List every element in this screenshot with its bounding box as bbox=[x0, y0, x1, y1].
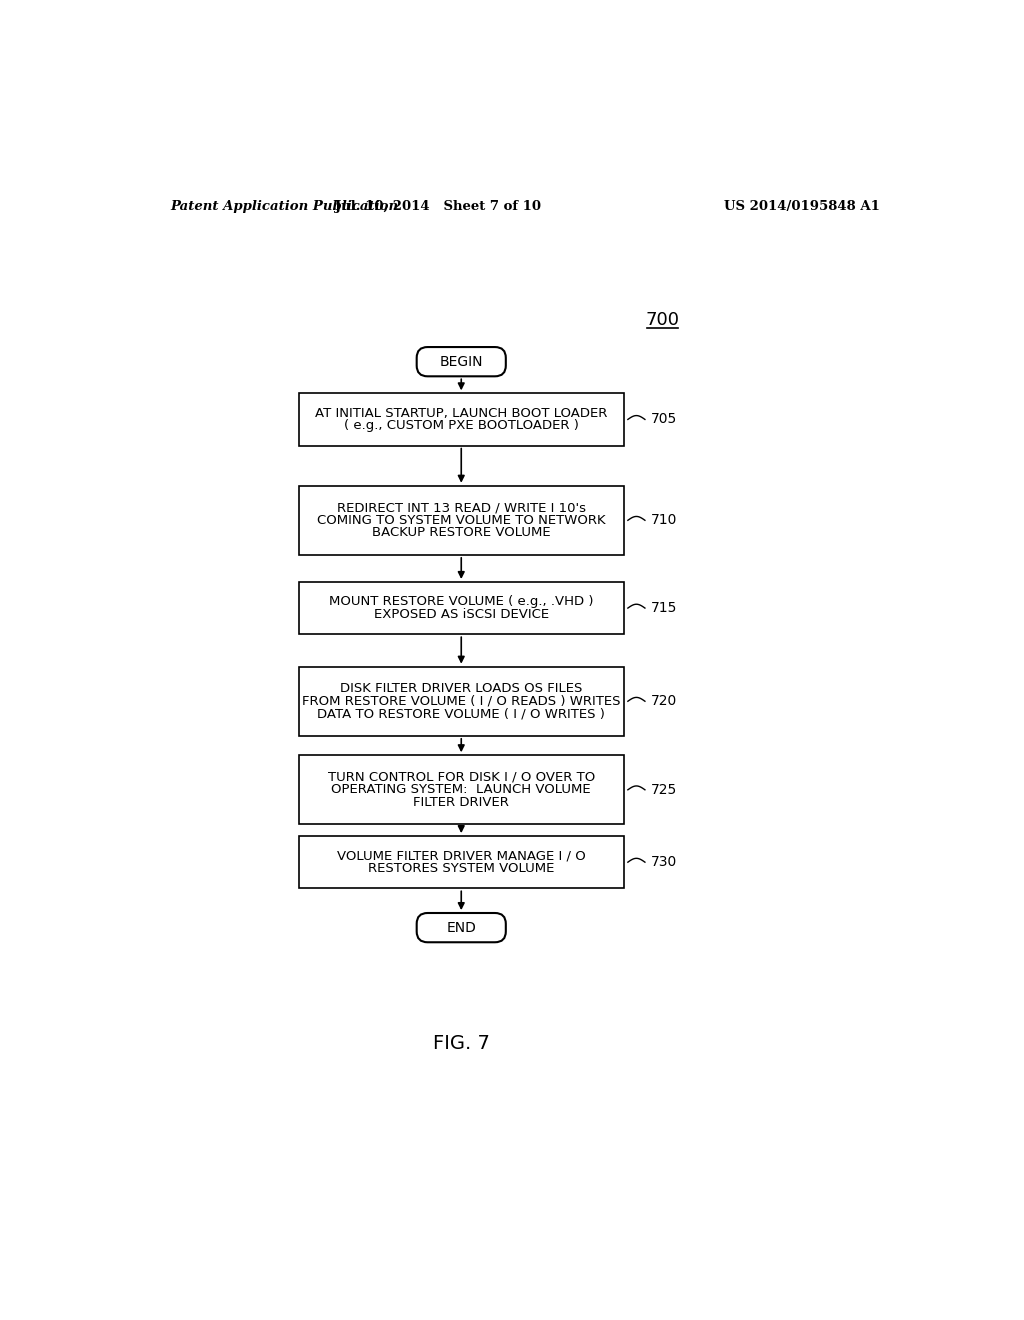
Text: FIG. 7: FIG. 7 bbox=[433, 1035, 489, 1053]
Bar bbox=[299, 667, 624, 737]
Bar bbox=[299, 755, 624, 825]
Text: 725: 725 bbox=[651, 783, 677, 797]
Text: 720: 720 bbox=[651, 694, 677, 709]
Text: 705: 705 bbox=[651, 412, 677, 426]
Text: ( e.g., CUSTOM PXE BOOTLOADER ): ( e.g., CUSTOM PXE BOOTLOADER ) bbox=[344, 418, 579, 432]
Text: AT INITIAL STARTUP, LAUNCH BOOT LOADER: AT INITIAL STARTUP, LAUNCH BOOT LOADER bbox=[315, 407, 607, 420]
Text: Jul. 10, 2014   Sheet 7 of 10: Jul. 10, 2014 Sheet 7 of 10 bbox=[335, 199, 541, 213]
Bar bbox=[299, 486, 624, 554]
Text: BACKUP RESTORE VOLUME: BACKUP RESTORE VOLUME bbox=[372, 527, 551, 539]
Bar bbox=[299, 836, 624, 888]
Text: Patent Application Publication: Patent Application Publication bbox=[171, 199, 398, 213]
Text: COMING TO SYSTEM VOLUME TO NETWORK: COMING TO SYSTEM VOLUME TO NETWORK bbox=[317, 513, 605, 527]
Text: RESTORES SYSTEM VOLUME: RESTORES SYSTEM VOLUME bbox=[368, 862, 554, 875]
Text: 710: 710 bbox=[651, 513, 678, 527]
Text: BEGIN: BEGIN bbox=[439, 355, 483, 368]
Text: DATA TO RESTORE VOLUME ( I / O WRITES ): DATA TO RESTORE VOLUME ( I / O WRITES ) bbox=[317, 708, 605, 721]
Text: END: END bbox=[446, 920, 476, 935]
Text: 715: 715 bbox=[651, 601, 678, 615]
Text: 700: 700 bbox=[646, 312, 680, 329]
Text: OPERATING SYSTEM:  LAUNCH VOLUME: OPERATING SYSTEM: LAUNCH VOLUME bbox=[332, 783, 591, 796]
Text: TURN CONTROL FOR DISK I / O OVER TO: TURN CONTROL FOR DISK I / O OVER TO bbox=[328, 771, 595, 784]
Text: REDIRECT INT 13 READ / WRITE I 10's: REDIRECT INT 13 READ / WRITE I 10's bbox=[337, 502, 586, 515]
FancyBboxPatch shape bbox=[417, 913, 506, 942]
Bar bbox=[299, 582, 624, 635]
Text: VOLUME FILTER DRIVER MANAGE I / O: VOLUME FILTER DRIVER MANAGE I / O bbox=[337, 850, 586, 862]
Text: FROM RESTORE VOLUME ( I / O READS ) WRITES: FROM RESTORE VOLUME ( I / O READS ) WRIT… bbox=[302, 694, 621, 708]
Text: DISK FILTER DRIVER LOADS OS FILES: DISK FILTER DRIVER LOADS OS FILES bbox=[340, 682, 583, 696]
Bar bbox=[299, 393, 624, 446]
Text: MOUNT RESTORE VOLUME ( e.g., .VHD ): MOUNT RESTORE VOLUME ( e.g., .VHD ) bbox=[329, 595, 594, 609]
FancyBboxPatch shape bbox=[417, 347, 506, 376]
Text: FILTER DRIVER: FILTER DRIVER bbox=[414, 796, 509, 809]
Text: 730: 730 bbox=[651, 855, 677, 869]
Text: EXPOSED AS iSCSI DEVICE: EXPOSED AS iSCSI DEVICE bbox=[374, 607, 549, 620]
Text: US 2014/0195848 A1: US 2014/0195848 A1 bbox=[724, 199, 880, 213]
